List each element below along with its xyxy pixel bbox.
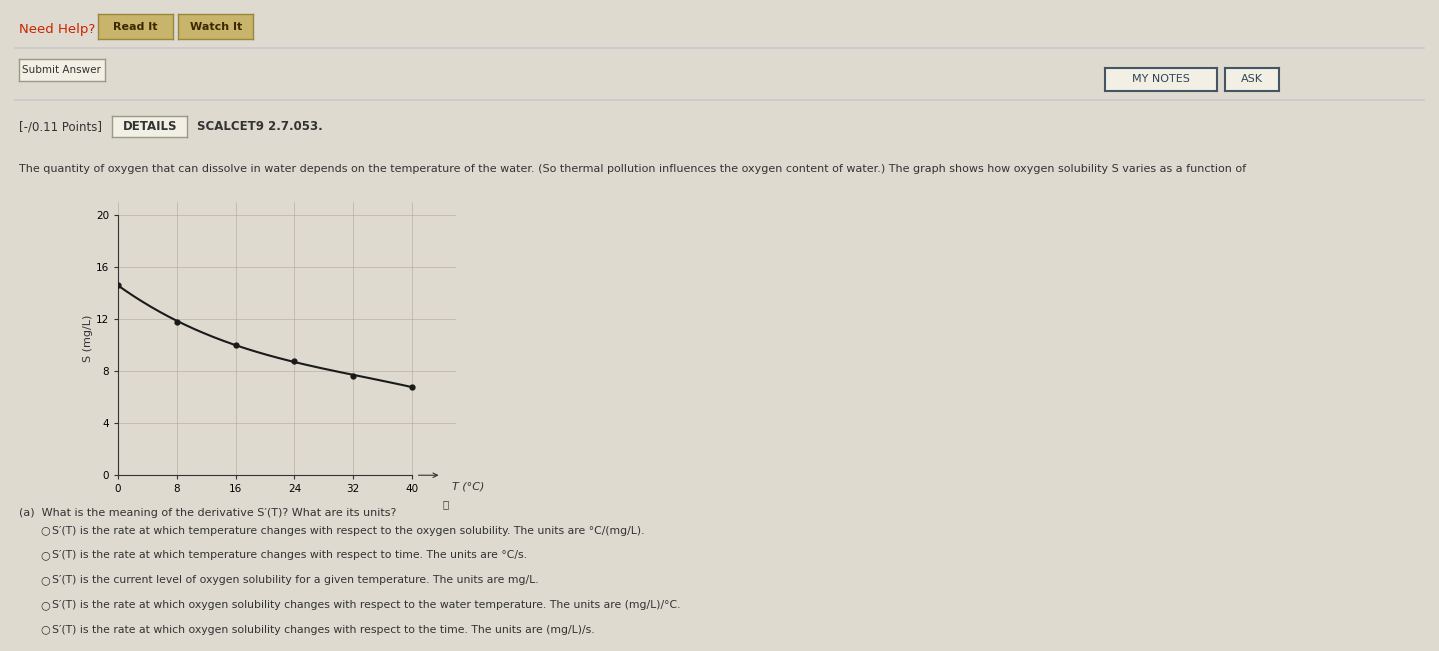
- Text: S′(T) is the current level of oxygen solubility for a given temperature. The uni: S′(T) is the current level of oxygen sol…: [52, 575, 538, 585]
- Text: ○: ○: [40, 525, 50, 536]
- Text: (a)  What is the meaning of the derivative S′(T)? What are its units?: (a) What is the meaning of the derivativ…: [19, 508, 396, 518]
- Text: ⓘ: ⓘ: [442, 499, 449, 509]
- Text: Submit Answer: Submit Answer: [23, 65, 101, 76]
- Text: S′(T) is the rate at which oxygen solubility changes with respect to the time. T: S′(T) is the rate at which oxygen solubi…: [52, 624, 594, 635]
- Text: S′(T) is the rate at which oxygen solubility changes with respect to the water t: S′(T) is the rate at which oxygen solubi…: [52, 600, 681, 610]
- Text: SCALCET9 2.7.053.: SCALCET9 2.7.053.: [197, 120, 322, 133]
- Text: DETAILS: DETAILS: [122, 120, 177, 133]
- Text: ASK: ASK: [1240, 74, 1263, 85]
- Text: MY NOTES: MY NOTES: [1132, 74, 1190, 85]
- Text: ○: ○: [40, 575, 50, 585]
- Text: T (°C): T (°C): [452, 482, 485, 492]
- Text: ○: ○: [40, 624, 50, 635]
- Y-axis label: S (mg/L): S (mg/L): [83, 315, 94, 362]
- Text: ○: ○: [40, 550, 50, 561]
- Text: ○: ○: [40, 600, 50, 610]
- Text: S′(T) is the rate at which temperature changes with respect to time. The units a: S′(T) is the rate at which temperature c…: [52, 550, 527, 561]
- Text: Read It: Read It: [114, 21, 157, 32]
- Text: [-/0.11 Points]: [-/0.11 Points]: [19, 120, 102, 133]
- Text: S′(T) is the rate at which temperature changes with respect to the oxygen solubi: S′(T) is the rate at which temperature c…: [52, 525, 645, 536]
- Text: Watch It: Watch It: [190, 21, 242, 32]
- Text: Need Help?: Need Help?: [19, 23, 95, 36]
- Text: The quantity of oxygen that can dissolve in water depends on the temperature of : The quantity of oxygen that can dissolve…: [19, 164, 1246, 174]
